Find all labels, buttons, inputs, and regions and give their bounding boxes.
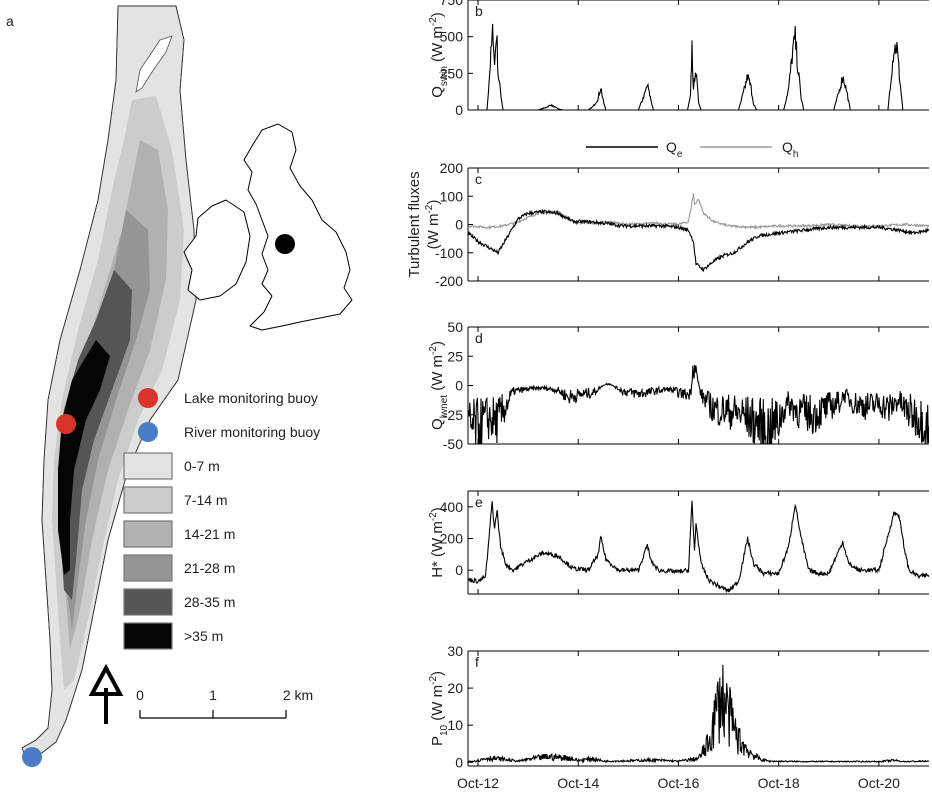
scale-bar-label-0: 0 xyxy=(136,687,144,703)
depth-band-28-35 xyxy=(58,270,132,600)
panel-f: 0 10 20 30 Oct-12 Oct-14 Oct-16 Oct-18 Oct-20 f P1… xyxy=(428,643,929,791)
scale-bar-label-2: 2 km xyxy=(283,687,313,703)
legend-entry-0: Qe xyxy=(666,139,683,160)
y-tick-label-b-top: 750 xyxy=(440,0,464,8)
legend-entry-1: Qh xyxy=(782,139,798,160)
y-tick-label-f-1: 10 xyxy=(447,717,463,733)
panel-label-e: e xyxy=(475,494,483,510)
y-tick-label-e-2: 400 xyxy=(440,499,464,515)
scale-bar: 0 1 2 km xyxy=(136,687,313,719)
study-location-marker xyxy=(275,234,295,254)
panel-d: -50 -25 0 25 50 d Qlwnet (W m-2) xyxy=(428,319,929,452)
y-tick-label-c-4: 200 xyxy=(440,160,464,176)
panel-label-f: f xyxy=(475,654,479,670)
ireland-outline xyxy=(183,199,251,301)
x-tick-label-0: Oct-12 xyxy=(457,775,499,791)
y-axis-label-e: H* (W m-2) xyxy=(428,507,446,578)
uk-inset-map xyxy=(183,123,353,331)
legend-label-0: Lake monitoring buoy xyxy=(184,390,318,406)
lake-map xyxy=(21,5,197,759)
y-tick-label-c-2: 0 xyxy=(455,217,463,233)
x-tick-label-4: Oct-20 xyxy=(858,775,900,791)
y-tick-label-c-3: 100 xyxy=(440,188,464,204)
arrow-up-icon xyxy=(88,663,124,724)
panel-label-c: c xyxy=(475,171,482,187)
y-tick-label-d-1: -25 xyxy=(443,407,463,423)
y-axis-label-c: Turbulent fluxes xyxy=(406,171,423,277)
scale-bar-label-1: 1 xyxy=(209,687,217,703)
legend-swatch-7 xyxy=(123,622,173,650)
y-tick-label-e-0: 0 xyxy=(455,562,463,578)
map-legend: Lake monitoring buoy River monitoring buo… xyxy=(123,388,320,650)
x-tick-label-1: Oct-14 xyxy=(557,775,599,791)
legend-label-1: River monitoring buoy xyxy=(184,424,320,440)
legend-marker-1 xyxy=(138,422,158,442)
y-axis-units-c: (W m-2) xyxy=(424,200,442,250)
y-axis-label-b: Qswin (W m-2) xyxy=(428,12,450,98)
series-line-f-0 xyxy=(468,664,929,764)
legend-label-6: 28-35 m xyxy=(184,594,235,610)
panel-e: 0 200 400 e H* (W m-2) xyxy=(428,490,929,595)
panel-label-d: d xyxy=(475,330,483,346)
y-tick-label-d-3: 25 xyxy=(447,348,463,364)
y-tick-label-c-0: -200 xyxy=(435,273,463,289)
depth-band-gt35 xyxy=(58,340,110,575)
panel-label-b: b xyxy=(475,3,483,19)
panel-b: 0 250 500 750 b Qswin (W m-2) xyxy=(428,0,929,118)
legend-swatch-6 xyxy=(123,588,173,616)
y-axis-label-d: Qlwnet (W m-2) xyxy=(428,341,450,430)
legend-label-2: 0-7 m xyxy=(184,458,220,474)
y-tick-label-b-2: 500 xyxy=(440,29,464,45)
series-line-d-0 xyxy=(468,364,929,444)
y-tick-label-b-1: 250 xyxy=(440,65,464,81)
x-tick-label-2: Oct-16 xyxy=(657,775,699,791)
series-line-c-0 xyxy=(468,193,929,230)
legend-label-4: 14-21 m xyxy=(184,526,235,542)
panel-label-a: a xyxy=(6,13,14,29)
series-line-e-0 xyxy=(468,500,929,594)
series-line-b-0 xyxy=(468,23,929,110)
legend-label-7: >35 m xyxy=(184,628,223,644)
y-tick-label-f-2: 20 xyxy=(447,680,463,696)
y-tick-label-b-0: 0 xyxy=(455,102,463,118)
panel-c: -200 -100 0 100 200 c Turbulent fluxes (W m-2) Q… xyxy=(406,139,929,289)
legend-swatch-5 xyxy=(123,554,173,582)
y-axis-label-f: P10 (W m-2) xyxy=(428,671,450,746)
legend-label-3: 7-14 m xyxy=(184,492,228,508)
y-tick-label-e-1: 200 xyxy=(440,531,464,547)
lake-buoy-marker xyxy=(56,414,76,434)
series-line-c-1 xyxy=(468,208,929,272)
y-tick-label-f-3: 30 xyxy=(447,643,463,659)
lake-island xyxy=(135,35,173,93)
legend-swatch-4 xyxy=(123,520,173,548)
legend-swatch-3 xyxy=(123,486,173,514)
y-tick-label-f-0: 0 xyxy=(455,754,463,770)
y-tick-label-c-1: -100 xyxy=(435,245,463,261)
river-buoy-marker xyxy=(22,747,42,767)
x-tick-label-3: Oct-18 xyxy=(758,775,800,791)
legend-label-5: 21-28 m xyxy=(184,560,235,576)
y-tick-label-d-4: 50 xyxy=(447,319,463,335)
y-tick-label-d-2: 0 xyxy=(455,378,463,394)
map-panel: a Lake monitoring buoy River monitoring b… xyxy=(6,5,353,767)
great-britain-outline xyxy=(243,123,353,331)
legend-swatch-2 xyxy=(123,452,173,480)
series-legend-c: Qe Qh xyxy=(586,139,798,160)
legend-marker-0 xyxy=(138,388,158,408)
y-tick-label-d-0: -50 xyxy=(443,436,463,452)
